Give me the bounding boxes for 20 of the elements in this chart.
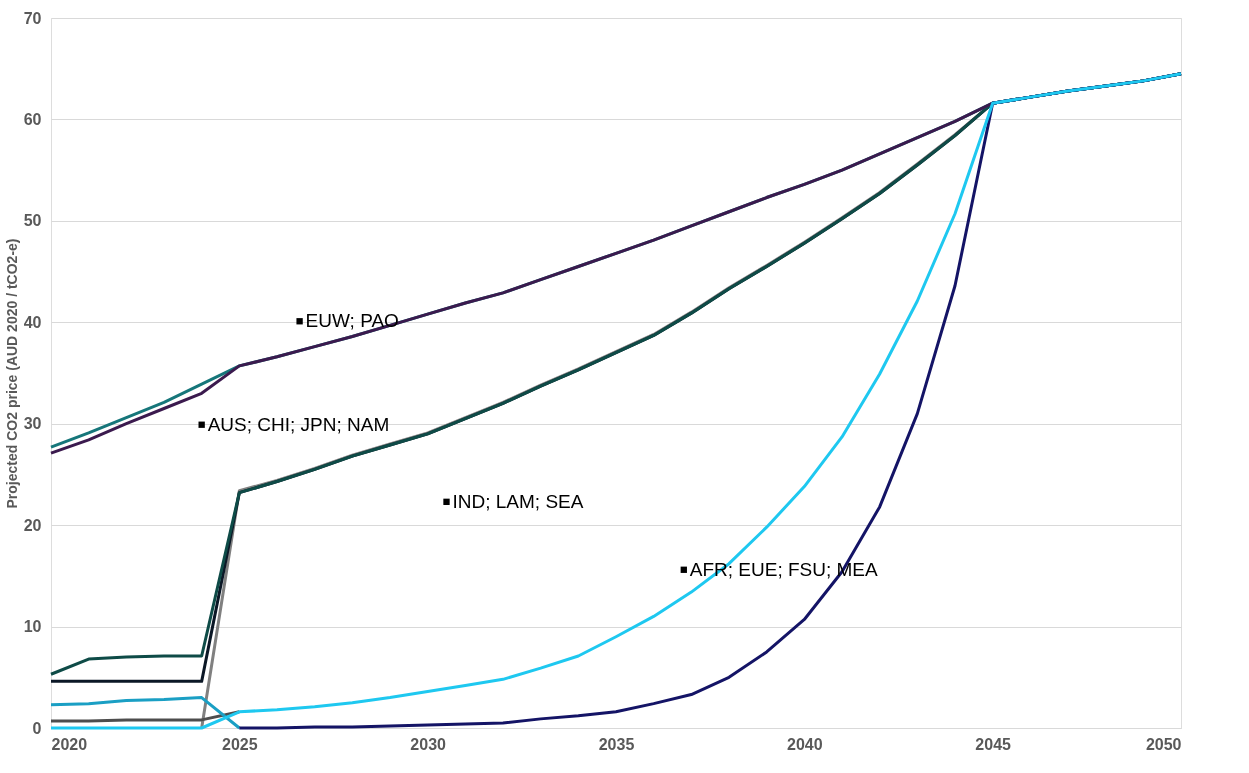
annotation: EUW; PAO xyxy=(305,310,399,332)
y-tick-label: 20 xyxy=(23,516,42,534)
y-tick-label: 50 xyxy=(23,212,42,230)
y-tick-label: 30 xyxy=(23,415,42,433)
line-series xyxy=(49,696,241,730)
x-tick-label: 2020 xyxy=(51,735,88,753)
x-tick-label: 2035 xyxy=(598,735,635,753)
y-tick-label: 70 xyxy=(23,9,42,27)
x-tick-label: 2040 xyxy=(787,735,823,753)
x-tick-label: 2025 xyxy=(222,735,258,753)
x-tick-label: 2050 xyxy=(1145,735,1182,753)
y-tick-label: 0 xyxy=(32,719,42,737)
y-tick-label: 40 xyxy=(23,313,42,331)
x-tick-label: 2045 xyxy=(975,735,1012,753)
annotation: IND; LAM; SEA xyxy=(452,490,584,512)
y-axis-title: Projected CO2 price (AUD 2020 / tCO2-e) xyxy=(3,238,20,509)
annotation: AUS; CHI; JPN; NAM xyxy=(207,413,390,435)
y-tick-label: 60 xyxy=(23,110,42,128)
y-tick-label: 10 xyxy=(23,618,42,636)
x-tick-label: 2030 xyxy=(410,735,447,753)
